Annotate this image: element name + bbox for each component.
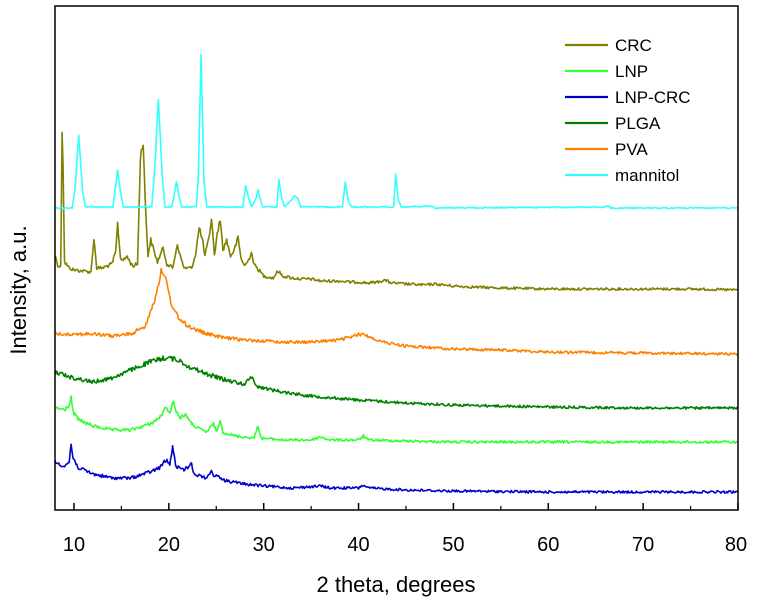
legend-label-lnp-crc: LNP-CRC [615, 88, 691, 107]
legend: CRC LNP LNP-CRC PLGA PVA mannitol [565, 36, 691, 185]
series-line-plga [54, 355, 739, 410]
legend-label-plga: PLGA [615, 114, 661, 133]
x-tick-label: 40 [347, 534, 369, 556]
x-tick-label: 30 [253, 534, 275, 556]
x-tick-label: 20 [158, 534, 180, 556]
x-tick-label: 10 [63, 534, 85, 556]
legend-label-crc: CRC [615, 36, 652, 55]
plot-lines [54, 53, 739, 494]
x-tick-label: 70 [632, 534, 654, 556]
x-tick-label: 60 [537, 534, 559, 556]
x-tick-label: 80 [725, 534, 747, 556]
series-line-crc [54, 131, 738, 292]
x-axis-ticks: 10 20 30 40 50 60 70 80 [63, 503, 747, 556]
legend-label-pva: PVA [615, 140, 648, 159]
series-line-lnp [54, 395, 739, 444]
legend-label-lnp: LNP [615, 62, 648, 81]
series-line-mannitol [54, 53, 739, 210]
plot-frame [54, 5, 739, 511]
x-axis-title: 2 theta, degrees [316, 572, 475, 597]
x-tick-label: 50 [442, 534, 464, 556]
series-line-lnp-crc [54, 443, 739, 494]
legend-label-mannitol: mannitol [615, 166, 679, 185]
y-axis-title: Intensity, a.u. [6, 225, 31, 354]
series-line-pva [54, 267, 739, 356]
